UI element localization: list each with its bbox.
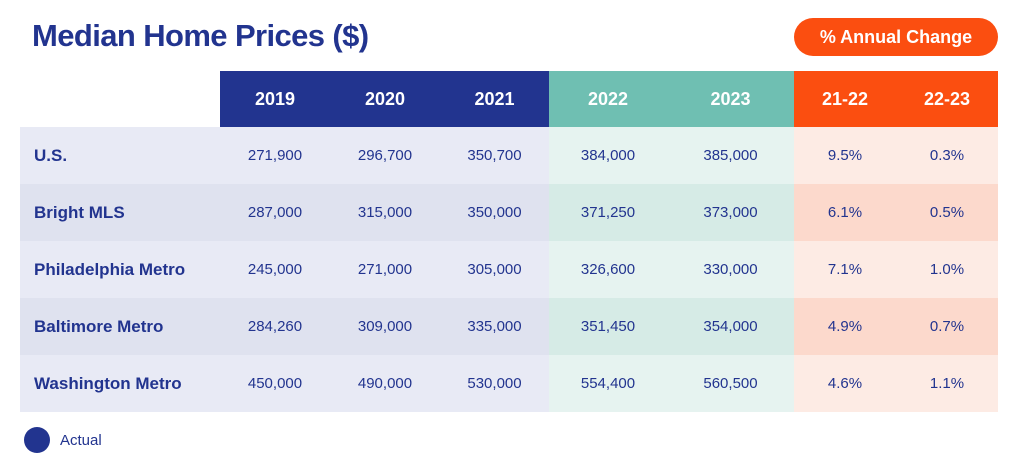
row-label: Philadelphia Metro [20, 241, 220, 298]
legend: Actual [24, 427, 102, 453]
table-cell: 490,000 [330, 355, 440, 412]
row-label: Washington Metro [20, 355, 220, 412]
chart-title: Median Home Prices ($) [32, 18, 369, 53]
header-2019: 2019 [220, 71, 330, 127]
table-cell: 6.1% [794, 184, 896, 241]
table-cell: 450,000 [220, 355, 330, 412]
table-cell: 4.9% [794, 298, 896, 355]
table-cell: 9.5% [794, 127, 896, 184]
header-2023: 2023 [667, 71, 794, 127]
header-2022: 2022 [549, 71, 667, 127]
annual-change-badge: % Annual Change [794, 18, 998, 56]
table-cell: 0.3% [896, 127, 998, 184]
header-corner [20, 71, 220, 127]
table-cell: 1.0% [896, 241, 998, 298]
header-row: 2019 2020 2021 2022 2023 21-22 22-23 [20, 71, 998, 127]
row-label: U.S. [20, 127, 220, 184]
table-cell: 4.6% [794, 355, 896, 412]
table-cell: 305,000 [440, 241, 549, 298]
table-cell: 245,000 [220, 241, 330, 298]
table-cell: 271,000 [330, 241, 440, 298]
table-cell: 384,000 [549, 127, 667, 184]
table-row: Baltimore Metro 284,260 309,000 335,000 351,… [20, 298, 998, 355]
header-21-22: 21-22 [794, 71, 896, 127]
table-cell: 385,000 [667, 127, 794, 184]
table-row: Philadelphia Metro 245,000 271,000 305,000 3… [20, 241, 998, 298]
table-cell: 351,450 [549, 298, 667, 355]
table-cell: 1.1% [896, 355, 998, 412]
row-label: Bright MLS [20, 184, 220, 241]
table-row: Washington Metro 450,000 490,000 530,000 554… [20, 355, 998, 412]
table-cell: 350,700 [440, 127, 549, 184]
table-row: U.S. 271,900 296,700 350,700 384,000 385,000 9… [20, 127, 998, 184]
table-cell: 0.7% [896, 298, 998, 355]
table-cell: 7.1% [794, 241, 896, 298]
row-label: Baltimore Metro [20, 298, 220, 355]
table-cell: 350,000 [440, 184, 549, 241]
price-table: 2019 2020 2021 2022 2023 21-22 22-23 U.S… [20, 71, 998, 412]
table-cell: 284,260 [220, 298, 330, 355]
table-row: Bright MLS 287,000 315,000 350,000 371,250 37… [20, 184, 998, 241]
legend-actual-swatch [24, 427, 50, 453]
table-cell: 335,000 [440, 298, 549, 355]
table-cell: 330,000 [667, 241, 794, 298]
table-cell: 530,000 [440, 355, 549, 412]
table-cell: 371,250 [549, 184, 667, 241]
table-cell: 373,000 [667, 184, 794, 241]
table-cell: 315,000 [330, 184, 440, 241]
table-cell: 560,500 [667, 355, 794, 412]
table-cell: 271,900 [220, 127, 330, 184]
header-22-23: 22-23 [896, 71, 998, 127]
header-2021: 2021 [440, 71, 549, 127]
table-cell: 0.5% [896, 184, 998, 241]
table-cell: 354,000 [667, 298, 794, 355]
legend-actual-label: Actual [60, 431, 102, 449]
table-cell: 296,700 [330, 127, 440, 184]
header-2020: 2020 [330, 71, 440, 127]
table-cell: 554,400 [549, 355, 667, 412]
table-cell: 326,600 [549, 241, 667, 298]
table-cell: 309,000 [330, 298, 440, 355]
table-cell: 287,000 [220, 184, 330, 241]
